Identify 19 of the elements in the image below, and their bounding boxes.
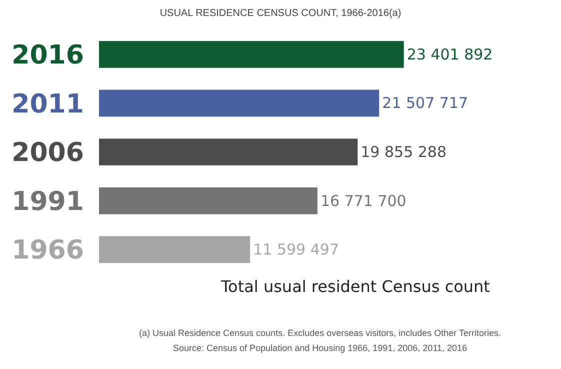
text: (a) Usual Residence Census counts. Excludes overseas visitors, includes Other Territories. [139,328,501,338]
bar [99,40,404,68]
data-label: 21 507 717 [382,94,468,112]
text: Total usual resident Census count [220,277,490,296]
bar [99,236,250,264]
y-tick-label: 2016 [12,40,84,70]
bar [99,90,380,117]
bar [99,187,318,214]
data-label: 11 599 497 [253,240,339,259]
y-tick-label: 1991 [12,186,84,217]
data-label: 16 771 700 [320,192,406,210]
bar [99,138,358,166]
y-tick-label: 2011 [12,89,84,120]
data-label: 23 401 892 [406,45,493,64]
source-note: Source: Census of Population and Housing 1966, 1991, 2006, 2011, 2016 [173,343,468,353]
y-tick-label: 1966 [12,236,84,266]
chart-title: USUAL RESIDENCE CENSUS COUNT, 1966-2016(a) [160,8,402,20]
y-tick-label: 2006 [12,138,84,168]
data-label: 19 855 288 [360,143,447,161]
